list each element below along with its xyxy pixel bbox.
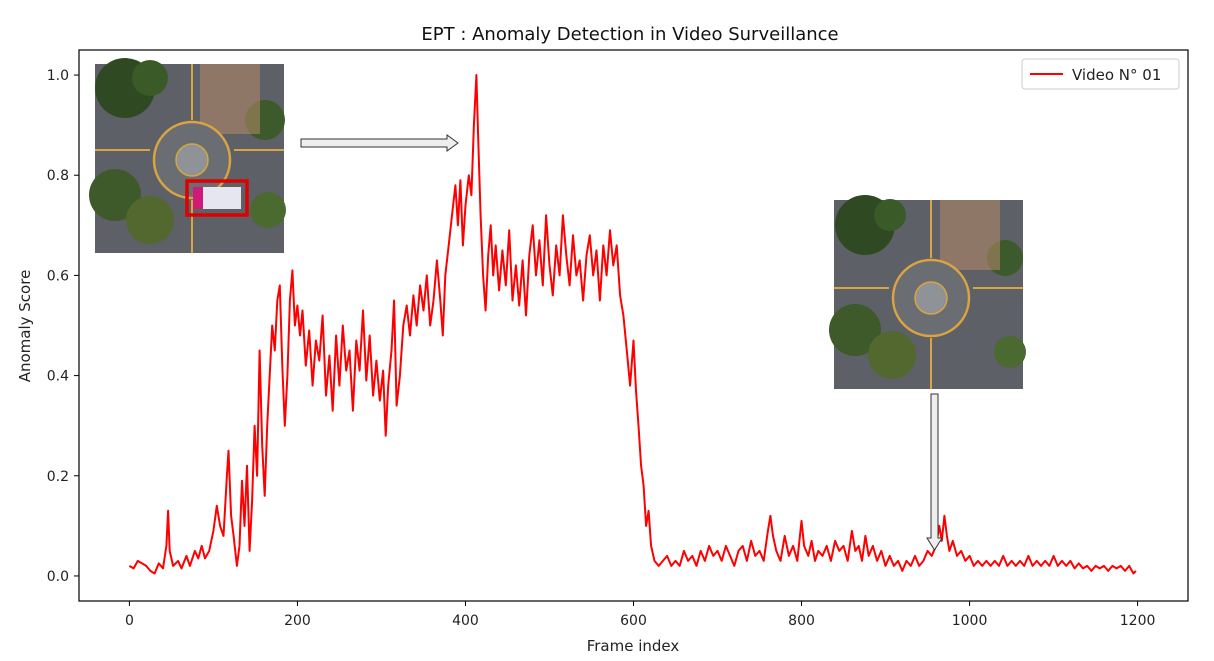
y-tick-label: 0.6 [47,268,69,284]
inset-image-anomaly [89,58,286,253]
series-line-video-01 [128,74,1137,575]
y-tick-label: 0.2 [47,469,69,485]
x-tick-label: 600 [620,613,647,629]
y-tick-label: 0.0 [47,569,69,585]
down-arrow-icon [926,393,943,551]
right-arrow-icon [300,134,459,152]
x-tick-label: 0 [125,613,134,629]
legend-label: Video N° 01 [1072,66,1161,84]
x-tick-label: 200 [284,613,311,629]
y-axis-title: Anomaly Score [16,270,34,383]
legend: Video N° 01 [1021,58,1180,90]
y-tick-label: 0.4 [47,369,69,385]
y-tick-label: 1.0 [47,68,69,84]
axis-ticks: 0 200 400 600 800 1000 1200 0.0 0.2 0.4 0.6 0.8 1.0 [47,68,1156,629]
x-tick-label: 400 [452,613,479,629]
y-tick-label: 0.8 [47,168,69,184]
chart-title: EPT : Anomaly Detection in Video Surveil… [421,24,838,45]
anomaly-highlight-box [185,179,249,217]
x-tick-label: 1000 [952,613,988,629]
x-tick-label: 1200 [1120,613,1156,629]
inset-image-normal [829,195,1026,389]
x-tick-label: 800 [788,613,815,629]
x-axis-title: Frame index [587,637,680,655]
